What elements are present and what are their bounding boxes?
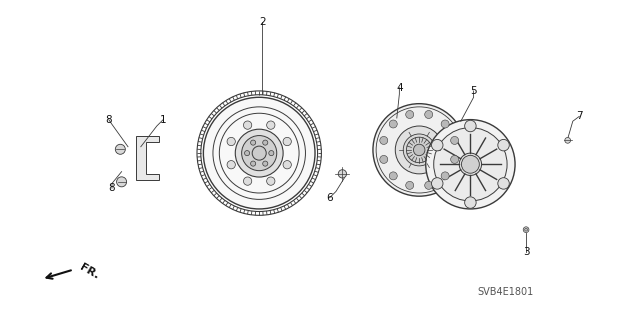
- Circle shape: [243, 121, 252, 129]
- Circle shape: [251, 161, 256, 166]
- Circle shape: [431, 139, 443, 151]
- Circle shape: [461, 155, 479, 173]
- Circle shape: [389, 120, 397, 128]
- Text: 3: 3: [523, 247, 529, 257]
- Circle shape: [236, 129, 283, 177]
- Circle shape: [262, 140, 268, 145]
- Circle shape: [227, 160, 236, 169]
- Circle shape: [242, 136, 276, 171]
- Circle shape: [227, 137, 236, 146]
- Circle shape: [204, 97, 315, 209]
- Circle shape: [425, 110, 433, 118]
- Circle shape: [115, 144, 125, 154]
- Circle shape: [498, 139, 509, 151]
- Circle shape: [262, 161, 268, 166]
- Text: 8: 8: [109, 183, 115, 193]
- Circle shape: [269, 151, 274, 156]
- Circle shape: [441, 120, 449, 128]
- Circle shape: [460, 153, 481, 175]
- Circle shape: [524, 227, 529, 233]
- Circle shape: [413, 144, 425, 156]
- Circle shape: [252, 146, 266, 160]
- Circle shape: [244, 151, 250, 156]
- Circle shape: [267, 121, 275, 129]
- Circle shape: [116, 177, 127, 187]
- Circle shape: [426, 120, 515, 209]
- Circle shape: [380, 137, 388, 145]
- Circle shape: [465, 120, 476, 132]
- Text: FR.: FR.: [77, 262, 100, 281]
- Text: 8: 8: [106, 115, 112, 125]
- Circle shape: [339, 170, 346, 178]
- Circle shape: [451, 155, 459, 163]
- Circle shape: [406, 137, 432, 163]
- Circle shape: [425, 182, 433, 189]
- Circle shape: [406, 110, 413, 118]
- Circle shape: [373, 104, 465, 196]
- Circle shape: [465, 197, 476, 208]
- Circle shape: [498, 178, 509, 189]
- Circle shape: [243, 177, 252, 185]
- Circle shape: [283, 160, 291, 169]
- Polygon shape: [136, 136, 159, 180]
- Circle shape: [267, 177, 275, 185]
- Circle shape: [525, 228, 527, 231]
- Circle shape: [434, 128, 507, 201]
- Circle shape: [389, 172, 397, 180]
- Text: SVB4E1801: SVB4E1801: [477, 287, 534, 297]
- Text: 1: 1: [160, 115, 166, 125]
- Text: 7: 7: [576, 111, 582, 122]
- Circle shape: [441, 172, 449, 180]
- Circle shape: [283, 137, 291, 146]
- Circle shape: [406, 182, 413, 189]
- Text: 5: 5: [470, 86, 477, 96]
- Circle shape: [403, 134, 435, 166]
- Circle shape: [431, 178, 443, 189]
- Circle shape: [451, 137, 459, 145]
- Text: 6: 6: [326, 193, 333, 203]
- Circle shape: [565, 137, 570, 143]
- Circle shape: [396, 126, 443, 174]
- Text: 4: 4: [396, 83, 403, 93]
- Circle shape: [251, 140, 256, 145]
- Text: 2: 2: [259, 17, 266, 27]
- Circle shape: [380, 155, 388, 163]
